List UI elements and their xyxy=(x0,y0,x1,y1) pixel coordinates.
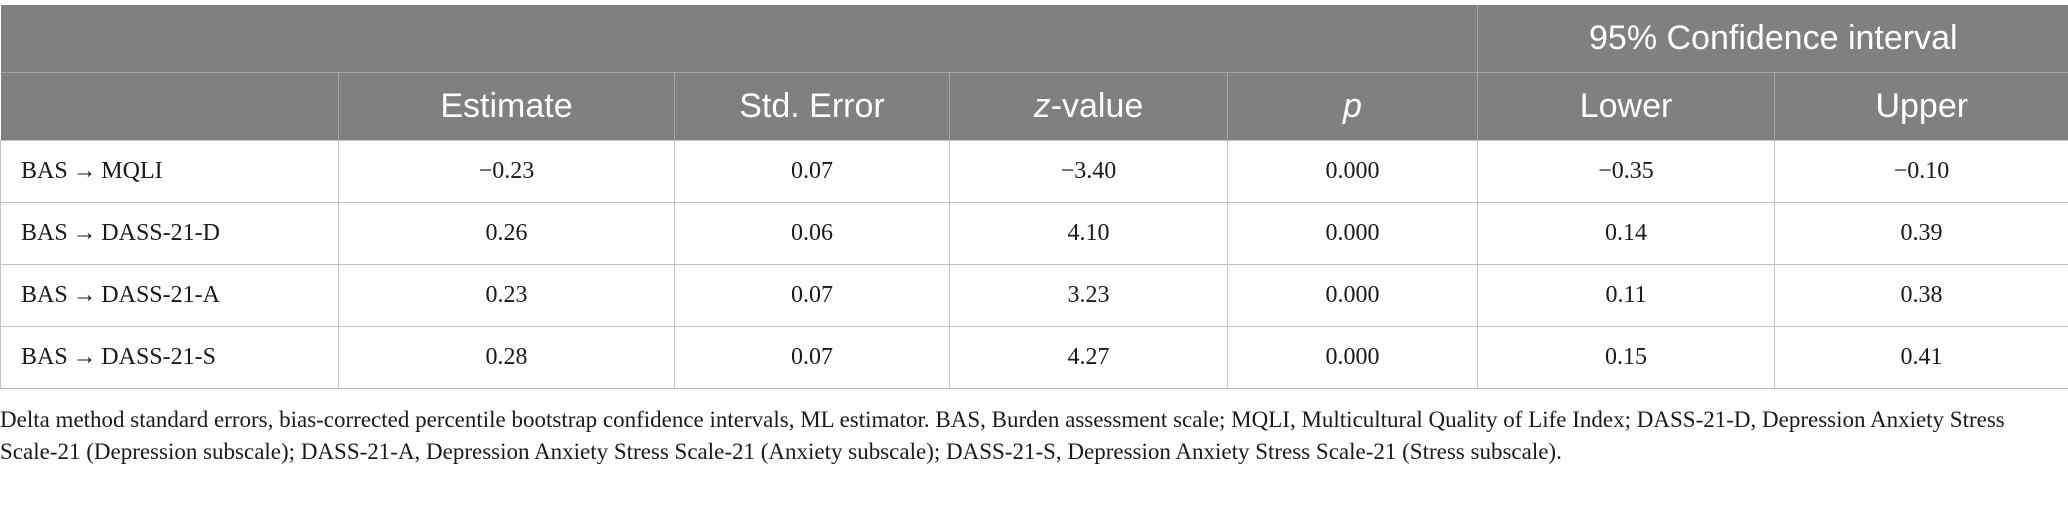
header-row-group: 95% Confidence interval xyxy=(0,5,2068,73)
column-header-label xyxy=(0,72,339,141)
row-label: BAS → DASS-21-S xyxy=(0,326,339,389)
cell-lower: 0.11 xyxy=(1477,264,1776,327)
cell-z-value: −3.40 xyxy=(949,140,1228,203)
cell-z-value: 4.27 xyxy=(949,326,1228,389)
table-row: BAS → DASS-21-D 0.26 0.06 4.10 0.000 0.1… xyxy=(0,202,2068,265)
table-row: BAS → DASS-21-A 0.23 0.07 3.23 0.000 0.1… xyxy=(0,264,2068,327)
column-header-upper: Upper xyxy=(1774,72,2068,141)
cell-z-value: 4.10 xyxy=(949,202,1228,265)
column-header-lower: Lower xyxy=(1477,72,1775,141)
cell-std-error: 0.07 xyxy=(674,326,950,389)
cell-std-error: 0.07 xyxy=(674,140,950,203)
table-footnote: Delta method standard errors, bias-corre… xyxy=(0,407,2005,464)
row-label: BAS → DASS-21-D xyxy=(0,202,339,265)
cell-p: 0.000 xyxy=(1226,140,1479,203)
confidence-interval-header: 95% Confidence interval xyxy=(1477,5,2068,73)
cell-estimate: 0.26 xyxy=(338,202,675,265)
header-row-columns: Estimate Std. Error z-value p Lower Uppe… xyxy=(0,72,2068,141)
table-row: BAS → DASS-21-S 0.28 0.07 4.27 0.000 0.1… xyxy=(0,326,2068,389)
z-rest: -value xyxy=(1050,87,1144,125)
cell-z-value: 3.23 xyxy=(949,264,1228,327)
header-blank-cell xyxy=(0,5,1478,73)
cell-p: 0.000 xyxy=(1226,202,1479,265)
table-header: 95% Confidence interval Estimate Std. Er… xyxy=(0,5,2068,141)
column-header-z-value: z-value xyxy=(949,72,1228,141)
cell-estimate: 0.28 xyxy=(338,326,675,389)
cell-estimate: −0.23 xyxy=(338,140,675,203)
cell-lower: 0.15 xyxy=(1477,326,1776,389)
column-header-estimate: Estimate xyxy=(338,72,675,141)
cell-p: 0.000 xyxy=(1226,264,1479,327)
cell-estimate: 0.23 xyxy=(338,264,675,327)
column-header-std-error: Std. Error xyxy=(674,72,950,141)
cell-lower: 0.14 xyxy=(1477,202,1776,265)
mediation-results-table: 95% Confidence interval Estimate Std. Er… xyxy=(0,5,2068,389)
cell-upper: 0.38 xyxy=(1774,264,2068,327)
column-header-p: p xyxy=(1226,72,1478,141)
cell-std-error: 0.06 xyxy=(674,202,950,265)
row-label: BAS → DASS-21-A xyxy=(0,264,339,327)
cell-p: 0.000 xyxy=(1226,326,1479,389)
cell-std-error: 0.07 xyxy=(674,264,950,327)
cell-upper: 0.39 xyxy=(1774,202,2068,265)
cell-upper: −0.10 xyxy=(1774,140,2068,203)
cell-lower: −0.35 xyxy=(1477,140,1776,203)
p-italic: p xyxy=(1343,87,1362,125)
cell-upper: 0.41 xyxy=(1774,326,2068,389)
table-body: BAS → MQLI −0.23 0.07 −3.40 0.000 −0.35 … xyxy=(0,140,2068,389)
z-italic: z xyxy=(1033,87,1051,125)
results-table-container: 95% Confidence interval Estimate Std. Er… xyxy=(0,5,2068,389)
table-row: BAS → MQLI −0.23 0.07 −3.40 0.000 −0.35 … xyxy=(0,140,2068,203)
row-label: BAS → MQLI xyxy=(0,140,339,203)
